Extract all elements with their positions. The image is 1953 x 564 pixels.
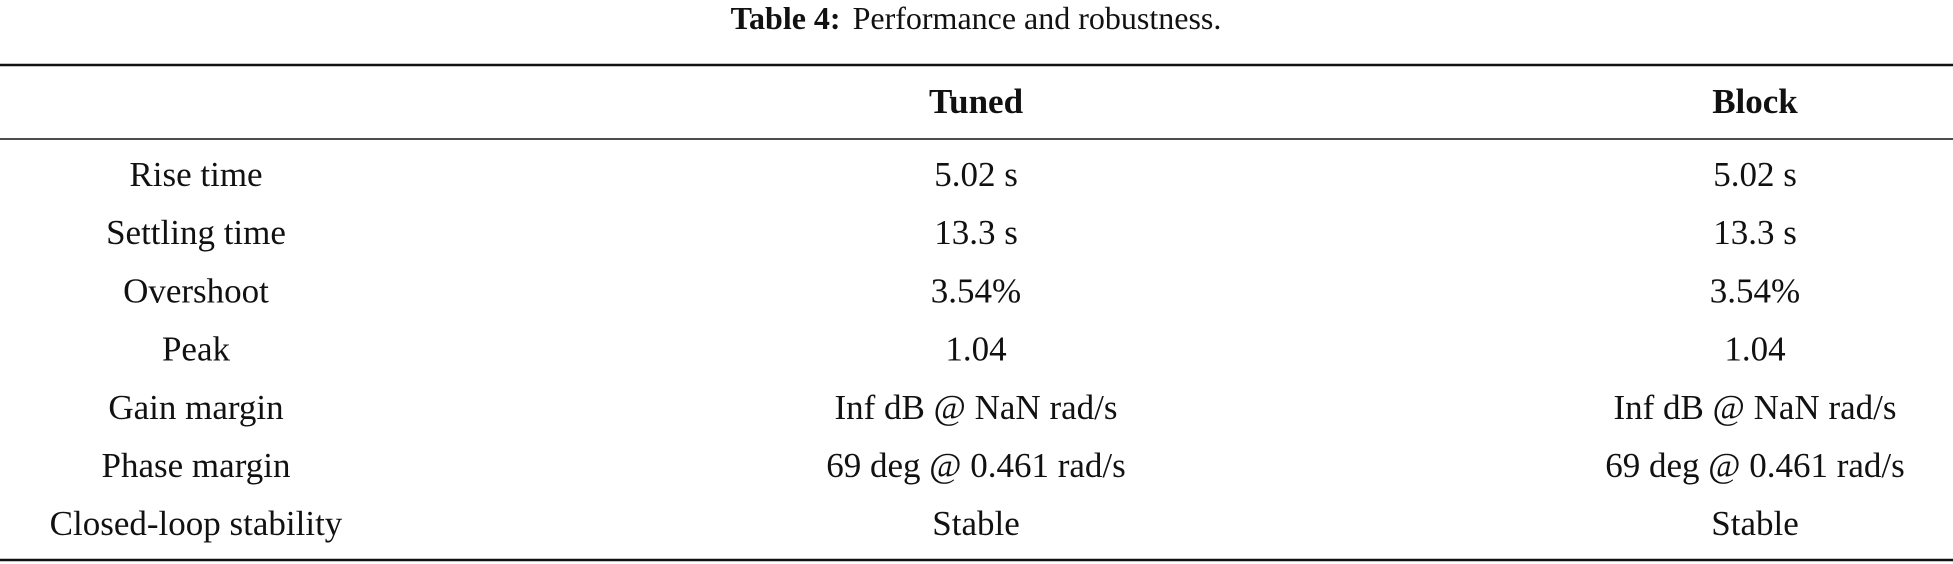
cell: 13.3 s: [934, 213, 1018, 252]
caption: Table 4: Performance and robustness.: [731, 0, 1222, 36]
caption-text: Performance and robustness.: [853, 0, 1222, 36]
cell: 13.3 s: [1713, 213, 1797, 252]
cell: Stable: [932, 504, 1019, 543]
cell: 3.54%: [931, 271, 1021, 310]
cell: 69 deg @ 0.461 rad/s: [1605, 446, 1905, 485]
row-label: Phase margin: [102, 446, 291, 485]
cell: Stable: [1711, 504, 1798, 543]
cell: Inf dB @ NaN rad/s: [1613, 388, 1896, 427]
column-header: Block: [1712, 82, 1798, 121]
column-header: Tuned: [929, 82, 1024, 121]
row-label: Settling time: [106, 213, 286, 252]
cell: 69 deg @ 0.461 rad/s: [826, 446, 1126, 485]
row-label: Rise time: [129, 155, 262, 194]
caption-label: Table 4:: [731, 0, 841, 36]
cell: 5.02 s: [934, 155, 1018, 194]
row-label: Gain margin: [108, 388, 283, 427]
cell: 5.02 s: [1713, 155, 1797, 194]
cell: 3.54%: [1710, 271, 1800, 310]
row-label: Overshoot: [123, 271, 269, 310]
cell: 1.04: [1724, 330, 1785, 369]
row-label: Peak: [162, 330, 231, 369]
cell: Inf dB @ NaN rad/s: [834, 388, 1117, 427]
row-label: Closed-loop stability: [50, 504, 343, 543]
cell: 1.04: [945, 330, 1006, 369]
